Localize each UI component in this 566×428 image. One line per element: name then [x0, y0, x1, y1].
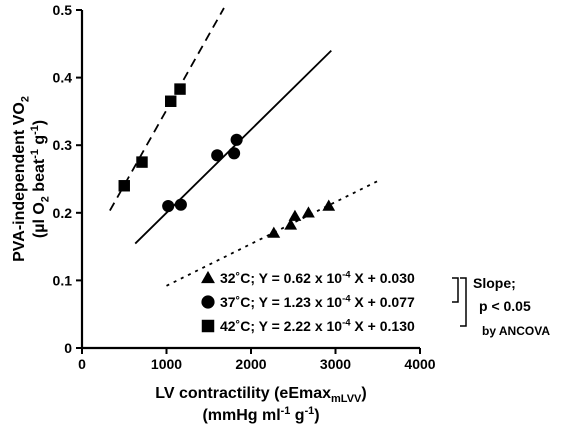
data-point-triangle	[302, 206, 315, 218]
y-axis-label-line2-group: (µl O2​ beat-1​ g-1​)	[29, 120, 52, 238]
annotation-slope: Slope;	[473, 275, 516, 291]
x-tick-label: 2000	[235, 356, 266, 372]
fit-line-circle	[134, 50, 332, 245]
y-tick-label: 0.4	[53, 70, 73, 86]
x-tick-label: 0	[78, 356, 86, 372]
x-axis-label: LV contractility (eEmaxmLVV)(mmHg ml-1​ …	[155, 385, 366, 424]
legend-label-triangle: 32˚C; Y = 0.62 x 10-4​ X + 0.030	[220, 270, 415, 286]
y-tick-label: 0.2	[53, 205, 73, 221]
data-point-triangle	[267, 226, 281, 238]
annotation-p-value: p < 0.05	[479, 298, 531, 314]
fit-line-square	[109, 7, 225, 212]
fit-lines	[109, 7, 379, 287]
data-point-circle	[162, 199, 175, 213]
y-tick-label: 0	[64, 340, 72, 356]
data-point-square	[136, 156, 148, 168]
legend-label-circle: 37˚C; Y = 1.23 x 10-4​ X + 0.077	[220, 294, 415, 310]
data-point-triangle	[288, 209, 302, 221]
data-point-circle	[174, 198, 187, 211]
x-tick-label: 1000	[151, 356, 182, 372]
y-tick-label: 0.3	[53, 137, 73, 153]
data-point-circle	[228, 147, 241, 160]
data-point-triangle	[322, 199, 336, 211]
axes: 0 1000 2000 3000 4000 0 0.1 0.2 0.3 0.4 0.5	[53, 2, 436, 372]
significance-annotation: Slope; p < 0.05 by ANCOVA	[452, 275, 550, 338]
legend: 32˚C; Y = 0.62 x 10-4​ X + 0.030 37˚C; Y …	[201, 270, 415, 334]
annotation-test: by ANCOVA	[482, 324, 550, 338]
bracket-32-42	[460, 277, 467, 327]
data-point-circle	[211, 149, 224, 162]
data-point-triangle	[284, 218, 298, 230]
data-points	[118, 83, 336, 238]
bracket-32-37	[452, 277, 459, 303]
legend-marker-square	[201, 319, 215, 333]
x-tick-label: 3000	[320, 356, 351, 372]
data-point-circle	[230, 133, 243, 146]
legend-marker-circle	[201, 295, 215, 309]
y-axis-label: PVA-independent VO2​(µl O2​ beat-1​ g-1​…	[11, 96, 51, 262]
data-point-square	[174, 83, 186, 95]
x-axis-label-line1: LV contractility (eEmaxmLVV)	[155, 385, 366, 405]
legend-marker-triangle	[201, 270, 215, 284]
data-point-square	[118, 180, 130, 192]
y-axis-label-line1: PVA-independent VO2​	[11, 96, 31, 262]
y-tick-label: 0.5	[53, 2, 73, 18]
data-point-square	[165, 95, 177, 107]
x-tick-label: 4000	[404, 356, 435, 372]
y-axis-label-line2: (µl O2​ beat-1​ g-1​)	[29, 120, 52, 238]
x-axis-label-line2: (mmHg ml-1​ g-1​)	[202, 405, 319, 424]
legend-label-square: 42˚C; Y = 2.22 x 10-4​ X + 0.130	[220, 318, 415, 334]
y-axis-label-line1-group: PVA-independent VO2​	[11, 96, 31, 262]
y-tick-label: 0.1	[53, 272, 73, 288]
